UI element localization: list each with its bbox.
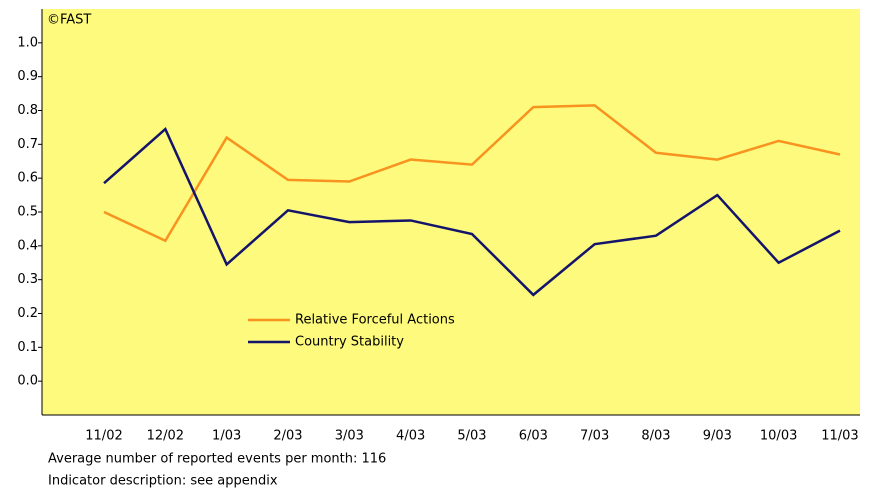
x-tick-label: 8/03 xyxy=(641,429,670,444)
x-tick-label: 11/03 xyxy=(821,429,858,444)
x-tick-label: 1/03 xyxy=(212,429,241,444)
y-tick-label: 0.7 xyxy=(17,137,38,152)
x-tick-label: 7/03 xyxy=(580,429,609,444)
plot-area xyxy=(42,9,860,415)
x-tick-label: 2/03 xyxy=(273,429,302,444)
x-tick-label: 10/03 xyxy=(760,429,797,444)
y-tick-label: 0.8 xyxy=(17,103,38,118)
series-line xyxy=(103,104,841,243)
annotation: ©FAST xyxy=(47,13,91,28)
legend-label: Country Stability xyxy=(295,335,404,350)
x-tick-label: 4/03 xyxy=(396,429,425,444)
y-tick-label: 0.6 xyxy=(17,171,38,186)
y-tick-label: 0.0 xyxy=(17,374,38,389)
y-tick-label: 0.9 xyxy=(17,69,38,84)
x-tick-label: 5/03 xyxy=(457,429,486,444)
x-tick-label: 3/03 xyxy=(335,429,364,444)
y-tick-label: 0.4 xyxy=(17,238,38,253)
legend-label: Relative Forceful Actions xyxy=(295,313,455,328)
x-tick-label: 6/03 xyxy=(519,429,548,444)
y-tick-label: 1.0 xyxy=(17,35,38,50)
y-tick-label: 0.1 xyxy=(17,340,38,355)
x-tick-label: 9/03 xyxy=(703,429,732,444)
note: Average number of reported events per mo… xyxy=(48,452,386,467)
note: Indicator description: see appendix xyxy=(48,474,278,489)
y-tick-label: 0.3 xyxy=(17,272,38,287)
series-line xyxy=(103,127,841,297)
x-tick-label: 12/02 xyxy=(147,429,184,444)
y-tick-label: 0.2 xyxy=(17,306,38,321)
y-tick-label: 0.5 xyxy=(17,205,38,220)
x-tick-label: 11/02 xyxy=(85,429,122,444)
